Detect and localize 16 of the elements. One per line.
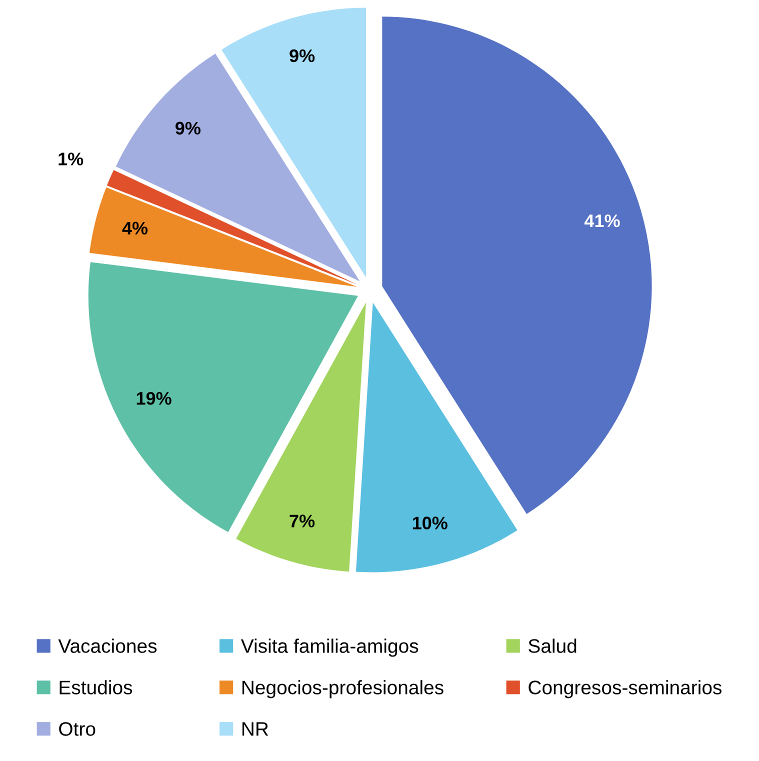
data-label: 41% (584, 214, 620, 228)
data-label: 4% (122, 222, 148, 235)
legend-label: Estudios (60, 680, 132, 694)
data-label: 10% (412, 516, 448, 530)
data-label: 1% (58, 152, 84, 166)
legend-label: Vacaciones (58, 638, 157, 653)
data-label: 9% (176, 122, 200, 135)
legend-label: Otro (59, 722, 96, 736)
data-label: 7% (290, 514, 315, 528)
legend-label: NR (242, 722, 268, 736)
data-label: 9% (290, 49, 315, 62)
legend-label: Congresos-seminarios (528, 680, 722, 698)
legend-label: Salud (528, 638, 576, 653)
legend-label: Visita familia-amigos (240, 638, 418, 657)
legend-label: Negocios-profesionales (242, 680, 444, 698)
data-label: 19% (136, 392, 172, 405)
